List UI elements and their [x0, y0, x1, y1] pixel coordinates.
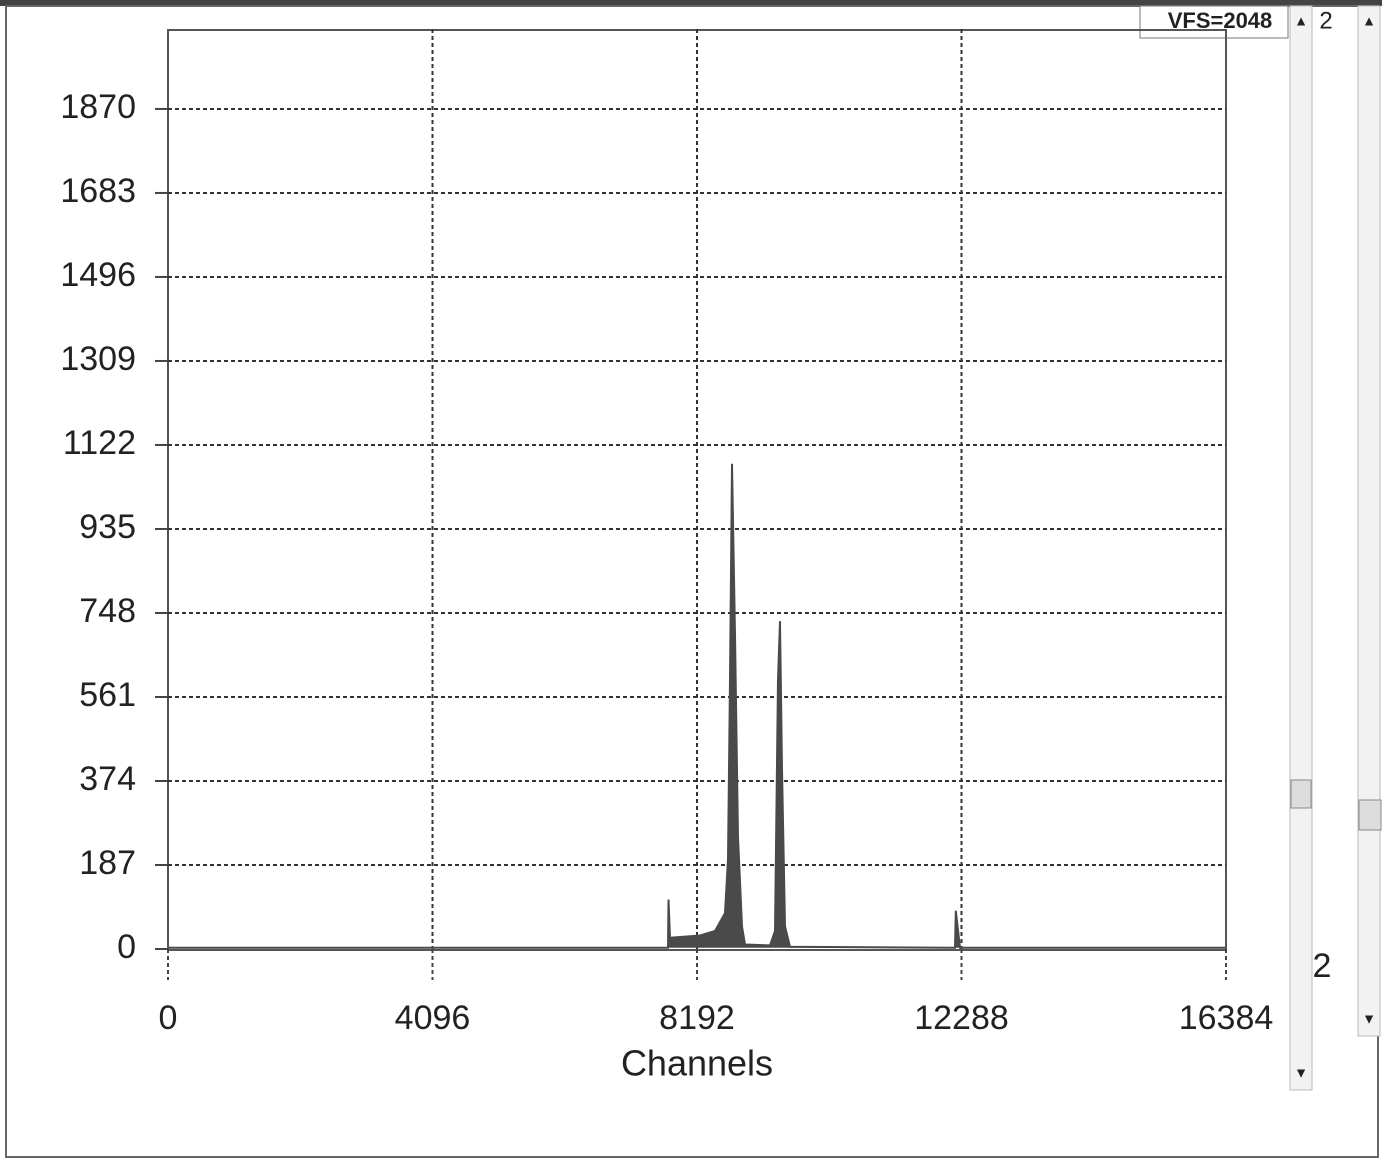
- scroll-up-right[interactable]: ▲: [1362, 13, 1376, 29]
- y-tick-label: 561: [79, 676, 136, 714]
- x-tick-label: 12288: [914, 999, 1009, 1037]
- y-tick-label: 1122: [63, 424, 136, 462]
- top-bar: [0, 0, 1382, 6]
- plot-frame: [167, 29, 1227, 951]
- scroll-down[interactable]: ▼: [1294, 1065, 1308, 1081]
- scrollbar-right[interactable]: [1357, 5, 1381, 1037]
- top-field: 2: [1319, 7, 1332, 34]
- side-label: 2: [1313, 947, 1332, 985]
- vfs-box[interactable]: [1139, 5, 1289, 39]
- x-tick-label: 16384: [1179, 999, 1274, 1037]
- y-tick-label: 1870: [60, 88, 136, 126]
- x-axis-label: Channels: [621, 1043, 773, 1084]
- y-tick-label: 187: [79, 844, 136, 882]
- vfs-label: VFS=2048: [1168, 8, 1273, 33]
- scroll-up[interactable]: ▲: [1294, 13, 1308, 29]
- y-tick-label: 1683: [60, 172, 136, 210]
- y-tick-label: 1309: [60, 340, 136, 378]
- y-tick-label: 748: [79, 592, 136, 630]
- window-frame: [5, 5, 1379, 1158]
- scrollbar[interactable]: [1289, 5, 1313, 1091]
- x-tick-label: 4096: [395, 999, 471, 1037]
- scroll-down-right[interactable]: ▼: [1362, 1011, 1376, 1027]
- scroll-thumb-right[interactable]: [1358, 799, 1382, 831]
- y-tick-label: 1496: [60, 256, 136, 294]
- y-tick-label: 935: [79, 508, 136, 546]
- scroll-thumb[interactable]: [1290, 779, 1312, 809]
- y-tick-label: 374: [79, 760, 136, 798]
- spectrum-area: [168, 463, 1226, 949]
- x-tick-label: 0: [159, 999, 178, 1037]
- y-tick-label: 0: [117, 928, 136, 966]
- x-tick-label: 8192: [659, 999, 735, 1037]
